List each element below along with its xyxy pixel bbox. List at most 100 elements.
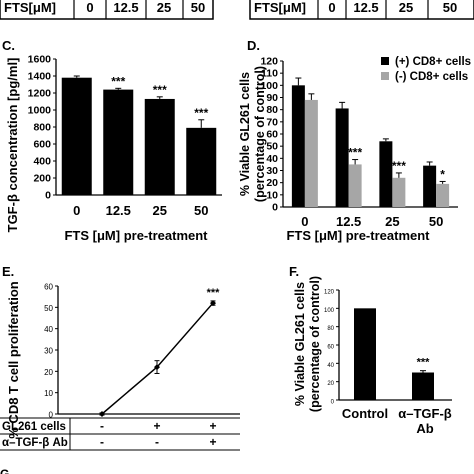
bottom-fragment: G bbox=[0, 467, 9, 474]
chart-e-point bbox=[99, 411, 105, 417]
chart-c-bar bbox=[103, 89, 134, 195]
chart-c-y-tick-label: 1400 bbox=[28, 71, 52, 83]
chart-c-y-tick-label: 1200 bbox=[28, 88, 52, 100]
chart-e-y-tick-label: 10 bbox=[44, 389, 53, 398]
chart-d-significance: *** bbox=[392, 159, 406, 173]
chart-e-table-row-label: GL261 cells bbox=[2, 421, 66, 433]
chart-f-y-tick-label: 120 bbox=[324, 290, 335, 296]
chart-f-y-tick-label: 80 bbox=[327, 326, 334, 332]
chart-d-significance: * bbox=[440, 167, 445, 181]
chart-d-y-tick-label: 60 bbox=[266, 129, 278, 141]
panel-label-e: E. bbox=[2, 264, 14, 279]
chart-c-bar bbox=[61, 77, 92, 195]
chart-c-bar bbox=[144, 98, 175, 195]
chart-d-bar bbox=[304, 99, 318, 207]
chart-e-y-tick-label: 0 bbox=[49, 411, 54, 420]
chart-c-category-label: 25 bbox=[153, 203, 167, 218]
chart-d-bar bbox=[335, 108, 349, 207]
chart-d-y-tick-label: 100 bbox=[260, 80, 278, 92]
chart-d-bar bbox=[392, 177, 406, 207]
chart-c-y-tick-label: 0 bbox=[45, 190, 51, 202]
chart-f-ylabel-line1: % Viable GL261 cells bbox=[293, 282, 307, 406]
top-strip-right-header: FTS[μM] bbox=[254, 0, 306, 15]
top-strip-left-cell: 25 bbox=[157, 0, 171, 15]
chart-e-table-cell: + bbox=[209, 419, 216, 433]
chart-d-significance: *** bbox=[348, 146, 362, 160]
chart-d-ylabel-line2: (percentage of control) bbox=[253, 66, 267, 202]
chart-e-series-line bbox=[101, 302, 214, 415]
chart-e-point bbox=[154, 364, 160, 371]
chart-d-y-tick-label: 120 bbox=[260, 56, 278, 68]
chart-c-y-tick-label: 1600 bbox=[28, 54, 52, 66]
top-strip-right-cell: 25 bbox=[399, 0, 413, 15]
chart-f-bar bbox=[412, 372, 434, 400]
chart-d-ylabel: % Viable GL261 cells (percentage of contr… bbox=[238, 66, 267, 202]
chart-c-y-tick-label: 400 bbox=[33, 156, 51, 168]
chart-d-category-label: 25 bbox=[385, 214, 399, 229]
chart-e-table-cell: + bbox=[209, 435, 216, 449]
chart-d-y-tick-label: 10 bbox=[266, 189, 278, 201]
chart-c-y-tick-label: 800 bbox=[33, 122, 51, 134]
chart-c-xlabel: FTS [μM] pre-treatment bbox=[64, 228, 208, 243]
chart-c-bar bbox=[186, 127, 217, 195]
chart-f-y-tick-label: 40 bbox=[327, 363, 334, 369]
top-strip-left-header: FTS[μM] bbox=[4, 0, 56, 15]
chart-f-category-label-line2: Ab bbox=[416, 421, 433, 436]
chart-d-bar bbox=[423, 165, 437, 207]
chart-d-y-tick-label: 90 bbox=[266, 92, 278, 104]
chart-e-table-cell: + bbox=[153, 419, 160, 433]
chart-e-significance: *** bbox=[207, 287, 221, 299]
chart-c-ylabel: TGF-β concentration [pg/ml] bbox=[5, 58, 20, 233]
panel-label-d: D. bbox=[247, 38, 260, 53]
chart-f-y-tick-label: 0 bbox=[331, 400, 335, 406]
chart-d-bar bbox=[291, 85, 305, 207]
chart-f-ylabel-line2: (percentage of control) bbox=[308, 276, 322, 412]
chart-e-y-tick-label: 40 bbox=[44, 325, 53, 334]
chart-d-legend-swatch bbox=[381, 57, 389, 65]
chart-d-y-tick-label: 80 bbox=[266, 104, 278, 116]
chart-f-y-tick-label: 100 bbox=[324, 308, 335, 314]
chart-e-point bbox=[210, 300, 216, 307]
chart-d-bar bbox=[348, 164, 362, 207]
chart-d-y-tick-label: 70 bbox=[266, 116, 278, 128]
chart-d-category-label: 12.5 bbox=[336, 214, 361, 229]
panel-label-f: F. bbox=[289, 264, 299, 279]
chart-f-y-tick-label: 60 bbox=[327, 345, 334, 351]
top-strip-right-cell: 0 bbox=[328, 0, 335, 15]
chart-d-y-tick-label: 110 bbox=[261, 68, 278, 80]
top-strip-right-cell: 12.5 bbox=[353, 0, 378, 15]
chart-c-category-label: 50 bbox=[194, 203, 208, 218]
chart-e-ylabel: % CD8 T cell proliferation bbox=[6, 281, 21, 439]
top-strip-left-cell: 0 bbox=[86, 0, 93, 15]
chart-e-table-row-label: α–TGF-β Ab bbox=[2, 437, 68, 449]
chart-d-category-label: 0 bbox=[301, 214, 308, 229]
chart-d-category-label: 50 bbox=[429, 214, 443, 229]
top-strip-right: FTS[μM] bbox=[249, 0, 474, 20]
chart-c-category-label: 0 bbox=[73, 203, 80, 218]
chart-f-category-label: α–TGF-β bbox=[398, 406, 452, 421]
chart-d-ylabel-line1: % Viable GL261 cells bbox=[238, 72, 252, 196]
chart-f-bar bbox=[354, 308, 376, 400]
chart-e-y-tick-label: 60 bbox=[44, 283, 53, 292]
chart-c-y-tick-label: 600 bbox=[33, 139, 51, 151]
chart-d-legend-swatch bbox=[381, 72, 389, 80]
chart-e-y-tick-label: 50 bbox=[44, 304, 53, 313]
chart-e-y-tick-label: 20 bbox=[44, 368, 53, 377]
chart-f-ylabel: % Viable GL261 cells (percentage of contr… bbox=[293, 276, 322, 412]
chart-c-significance: *** bbox=[153, 83, 167, 97]
chart-c-y-tick-label: 1000 bbox=[28, 105, 52, 117]
chart-d-y-tick-label: 40 bbox=[266, 153, 278, 165]
chart-d-y-tick-label: 30 bbox=[266, 165, 278, 177]
chart-e-table-cell: - bbox=[100, 419, 104, 433]
chart-d-legend-label: (+) CD8+ cells bbox=[395, 56, 471, 68]
chart-d-bar bbox=[436, 183, 450, 207]
chart-f-significance: *** bbox=[417, 357, 431, 369]
chart-d-y-tick-label: 50 bbox=[266, 141, 278, 153]
chart-c-y-tick-label: 200 bbox=[33, 173, 51, 185]
chart-d-xlabel: FTS [μM] pre-treatment bbox=[286, 228, 430, 243]
chart-c-category-label: 12.5 bbox=[106, 203, 131, 218]
chart-d-bar bbox=[379, 141, 393, 207]
top-strip-left-cell: 12.5 bbox=[113, 0, 138, 15]
panel-label-c: C. bbox=[2, 38, 15, 53]
